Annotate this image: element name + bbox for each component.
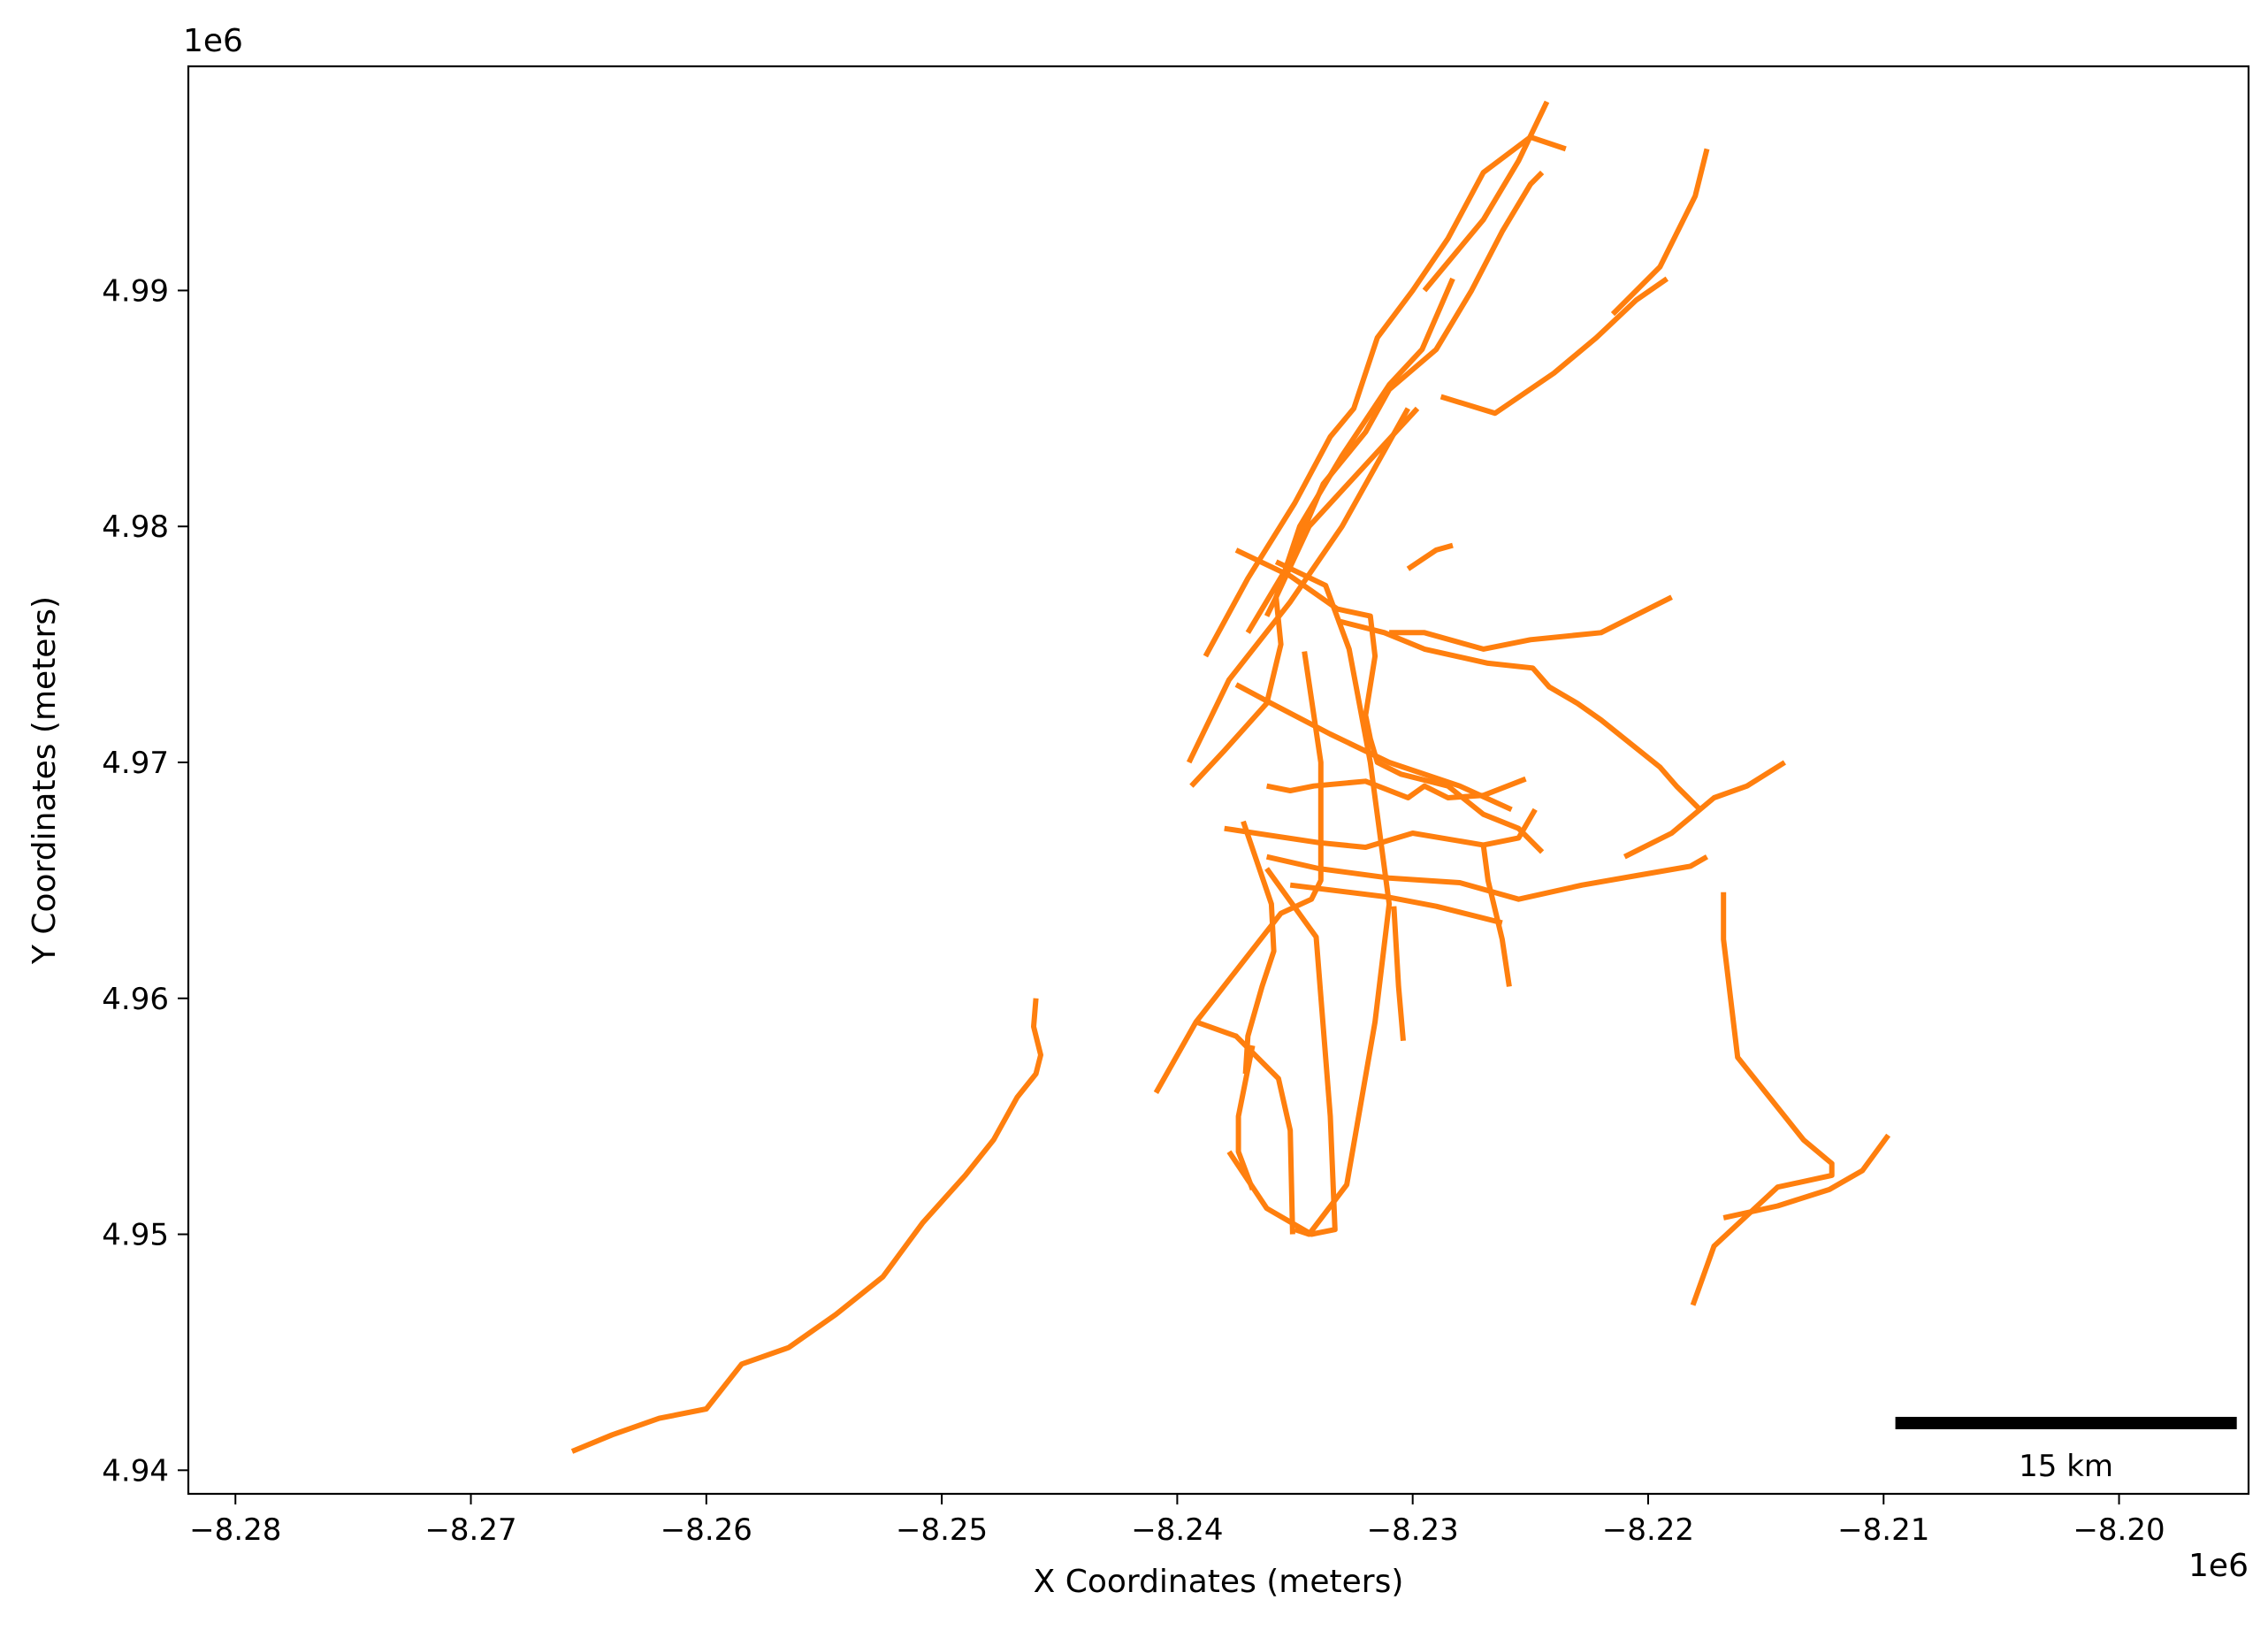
subway-line-23 [1203, 134, 1567, 658]
x-tick-label: −8.21 [1837, 1512, 1929, 1548]
scale-bar: 15 km [1895, 1416, 2237, 1484]
subway-lines [570, 100, 1891, 1454]
x-axis-label: X Coordinates (meters) [1034, 1564, 1404, 1600]
subway-line-20 [1266, 776, 1527, 800]
x-tick-label: −8.25 [896, 1512, 988, 1548]
subway-line-21 [1623, 760, 1786, 860]
subway-line-26 [1422, 100, 1550, 293]
subway-line-4 [1226, 867, 1338, 1237]
subway-line-14 [1224, 808, 1538, 850]
subway-line-3 [1195, 1019, 1295, 1235]
subway-line-12 [1391, 906, 1406, 1042]
subway-line-24 [1245, 170, 1545, 634]
x-axis-offset-label: 1e6 [2188, 1548, 2249, 1584]
subway-line-9 [1722, 1133, 1891, 1221]
subway-line-11 [1289, 882, 1503, 926]
subway-line-29 [1187, 407, 1411, 764]
subway-line-18 [1389, 594, 1673, 652]
x-tick-label: −8.28 [189, 1512, 281, 1548]
y-tick-label: 4.98 [102, 509, 169, 545]
subway-line-13 [1480, 845, 1512, 987]
subway-line-10 [1265, 853, 1708, 902]
y-tick-label: 4.97 [102, 746, 169, 781]
x-tick-label: −8.26 [661, 1512, 752, 1548]
y-tick-label: 4.95 [102, 1218, 169, 1253]
y-axis-label: Y Coordinates (meters) [27, 596, 63, 965]
x-tick-label: −8.24 [1131, 1512, 1223, 1548]
scale-bar-line [1895, 1416, 2237, 1429]
subway-line-6 [1241, 820, 1277, 1075]
y-tick-label: 4.94 [102, 1453, 169, 1489]
subway-line-8 [1690, 892, 1835, 1306]
subway-line-17 [1336, 617, 1702, 812]
y-tick-label: 4.99 [102, 273, 169, 309]
y-axis-ticks: 4.94 4.95 4.96 4.97 4.98 4.99 [102, 273, 188, 1489]
scale-bar-label: 15 km [2019, 1449, 2113, 1484]
x-axis-ticks: −8.28 −8.27 −8.26 −8.25 −8.24 −8.23 −8.22 −8.21… [189, 1494, 2165, 1548]
y-tick-label: 4.96 [102, 982, 169, 1017]
axes-frame [187, 65, 2250, 1496]
x-tick-label: −8.27 [424, 1512, 516, 1548]
subway-line-1 [570, 998, 1043, 1454]
x-tick-label: −8.22 [1602, 1512, 1694, 1548]
x-tick-label: −8.20 [2073, 1512, 2165, 1548]
x-tick-label: −8.23 [1367, 1512, 1459, 1548]
subway-line-19 [1406, 542, 1454, 571]
subway-line-25 [1439, 276, 1669, 417]
subway-line-15 [1234, 547, 1545, 854]
subway-line-27 [1610, 148, 1710, 317]
y-axis-offset-label: 1e6 [183, 23, 243, 59]
subway-line-7 [1235, 1045, 1256, 1190]
